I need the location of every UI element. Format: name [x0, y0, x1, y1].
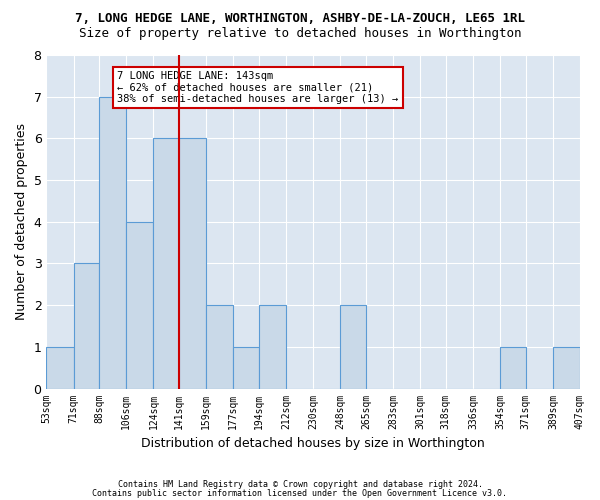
Bar [340, 305, 366, 388]
Bar [233, 347, 259, 389]
Bar [500, 347, 526, 389]
Bar [206, 305, 233, 388]
Text: Size of property relative to detached houses in Worthington: Size of property relative to detached ho… [79, 28, 521, 40]
Text: 7, LONG HEDGE LANE, WORTHINGTON, ASHBY-DE-LA-ZOUCH, LE65 1RL: 7, LONG HEDGE LANE, WORTHINGTON, ASHBY-D… [75, 12, 525, 26]
Bar [154, 138, 179, 388]
Text: Contains HM Land Registry data © Crown copyright and database right 2024.: Contains HM Land Registry data © Crown c… [118, 480, 482, 489]
Bar [259, 305, 286, 388]
Bar [74, 264, 99, 388]
Bar [99, 96, 127, 389]
Text: 7 LONG HEDGE LANE: 143sqm
← 62% of detached houses are smaller (21)
38% of semi-: 7 LONG HEDGE LANE: 143sqm ← 62% of detac… [117, 71, 398, 104]
Bar [46, 347, 74, 389]
Y-axis label: Number of detached properties: Number of detached properties [15, 124, 28, 320]
Bar [179, 138, 206, 388]
Text: Contains public sector information licensed under the Open Government Licence v3: Contains public sector information licen… [92, 488, 508, 498]
Bar [127, 222, 154, 388]
Bar [553, 347, 580, 389]
X-axis label: Distribution of detached houses by size in Worthington: Distribution of detached houses by size … [142, 437, 485, 450]
